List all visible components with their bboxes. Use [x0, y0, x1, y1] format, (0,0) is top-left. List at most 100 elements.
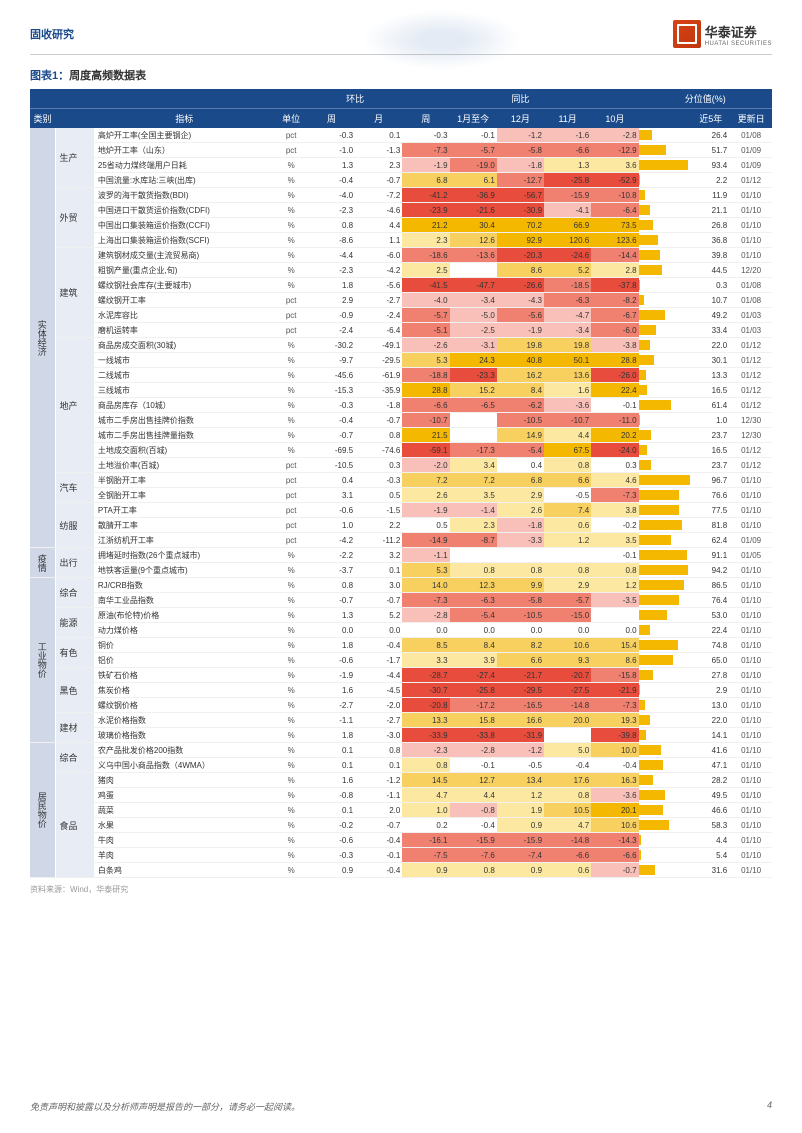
percentile-bar — [639, 788, 692, 803]
value-cell: 1.3 — [308, 158, 355, 173]
value-cell: -1.8 — [355, 398, 402, 413]
percentile-bar — [639, 503, 692, 518]
value-cell: -30.7 — [402, 683, 449, 698]
table-row: 地产商品房成交面积(30城)%-30.2-49.1-2.6-3.119.819.… — [30, 338, 772, 353]
percentile-bar — [639, 398, 692, 413]
value-cell: 92.9 — [497, 233, 544, 248]
value-cell: -0.9 — [308, 308, 355, 323]
value-cell: 21.2 — [402, 218, 449, 233]
update-date: 01/10 — [730, 788, 772, 803]
indicator-cell: 牛肉 — [94, 833, 275, 848]
percentile-bar — [639, 728, 692, 743]
value-cell: -11.0 — [591, 413, 638, 428]
unit-cell: pct — [275, 458, 308, 473]
subcategory-cell: 建筑 — [55, 248, 94, 338]
update-date: 01/03 — [730, 308, 772, 323]
value-cell: 0.8 — [355, 743, 402, 758]
value-cell: -0.1 — [591, 548, 638, 563]
table-row: 全钢胎开工率pct3.10.52.63.52.9-0.5-7.376.601/1… — [30, 488, 772, 503]
subcategory-cell: 黑色 — [55, 668, 94, 713]
subcategory-cell: 出行 — [55, 548, 94, 578]
table-row: 有色铜价%1.8-0.48.58.48.210.615.474.801/10 — [30, 638, 772, 653]
update-date: 01/10 — [730, 578, 772, 593]
subcategory-cell: 纺服 — [55, 503, 94, 548]
footer: 免责声明和披露以及分析师声明是报告的一部分，请务必一起阅读。 4 — [30, 1100, 772, 1113]
value-cell: 2.6 — [402, 488, 449, 503]
value-cell: -25.8 — [544, 173, 591, 188]
value-cell: 8.6 — [591, 653, 638, 668]
value-cell: -26.0 — [591, 368, 638, 383]
indicator-cell: 螺纹钢价格 — [94, 698, 275, 713]
value-cell: -36.9 — [450, 188, 497, 203]
percentile-bar — [639, 563, 692, 578]
table-row: 实体经济生产高炉开工率(全国主要钢企)pct-0.30.1-0.3-0.1-1.… — [30, 128, 772, 143]
update-date: 01/10 — [730, 218, 772, 233]
value-cell: 1.9 — [497, 803, 544, 818]
category-cell: 实体经济 — [30, 128, 55, 548]
percentile-value: 27.8 — [691, 668, 730, 683]
value-cell: -4.4 — [355, 668, 402, 683]
value-cell: -15.9 — [544, 188, 591, 203]
value-cell: -4.3 — [497, 293, 544, 308]
value-cell: -29.5 — [497, 683, 544, 698]
value-cell: 17.6 — [544, 773, 591, 788]
unit-cell: % — [275, 773, 308, 788]
value-cell: 8.4 — [450, 638, 497, 653]
indicator-cell: 蔬菜 — [94, 803, 275, 818]
percentile-bar — [639, 683, 692, 698]
value-cell: 2.8 — [591, 263, 638, 278]
value-cell: -0.5 — [497, 758, 544, 773]
percentile-bar — [639, 593, 692, 608]
value-cell: 0.0 — [308, 623, 355, 638]
unit-cell: % — [275, 383, 308, 398]
percentile-value: 51.7 — [691, 143, 730, 158]
value-cell: -2.7 — [355, 293, 402, 308]
value-cell: -5.1 — [402, 323, 449, 338]
indicator-cell: 地铁客运量(9个重点城市) — [94, 563, 275, 578]
value-cell: 0.0 — [544, 623, 591, 638]
percentile-value: 14.1 — [691, 728, 730, 743]
update-date: 01/10 — [730, 563, 772, 578]
subcategory-cell: 食品 — [55, 773, 94, 878]
value-cell: -23.9 — [402, 203, 449, 218]
unit-cell: pct — [275, 488, 308, 503]
value-cell: -3.1 — [450, 338, 497, 353]
value-cell: -14.4 — [591, 248, 638, 263]
value-cell: -0.7 — [355, 593, 402, 608]
subcategory-cell: 能源 — [55, 608, 94, 638]
indicator-cell: 水果 — [94, 818, 275, 833]
percentile-value: 22.0 — [691, 713, 730, 728]
value-cell: 6.1 — [450, 173, 497, 188]
value-cell: -30.9 — [497, 203, 544, 218]
value-cell: -3.4 — [450, 293, 497, 308]
value-cell: 0.8 — [450, 863, 497, 878]
value-cell: -47.7 — [450, 278, 497, 293]
table-row: 上海出口集装箱运价指数(SCFI)%-8.61.12.312.692.9120.… — [30, 233, 772, 248]
unit-cell: % — [275, 203, 308, 218]
subcategory-cell: 汽车 — [55, 473, 94, 503]
percentile-value: 41.6 — [691, 743, 730, 758]
indicator-cell: 半钢胎开工率 — [94, 473, 275, 488]
value-cell: 12.3 — [450, 578, 497, 593]
value-cell: -20.3 — [497, 248, 544, 263]
unit-cell: % — [275, 758, 308, 773]
value-cell: -15.3 — [308, 383, 355, 398]
value-cell: 20.2 — [591, 428, 638, 443]
unit-cell: % — [275, 668, 308, 683]
value-cell: 0.2 — [402, 818, 449, 833]
value-cell: -0.5 — [544, 488, 591, 503]
percentile-bar — [639, 308, 692, 323]
page-number: 4 — [767, 1100, 772, 1113]
table-row: 散腈开工率pct1.02.20.52.3-1.80.6-0.281.801/10 — [30, 518, 772, 533]
value-cell: -6.7 — [591, 308, 638, 323]
percentile-value: 65.0 — [691, 653, 730, 668]
table-row: 螺纹钢社会库存(主要城市)%1.8-5.6-41.5-47.7-26.6-18.… — [30, 278, 772, 293]
update-date: 01/03 — [730, 323, 772, 338]
indicator-cell: 铁矿石价格 — [94, 668, 275, 683]
value-cell: -52.9 — [591, 173, 638, 188]
table-row: 建材水泥价格指数%-1.1-2.713.315.816.620.019.322.… — [30, 713, 772, 728]
value-cell: 9.9 — [497, 578, 544, 593]
value-cell: -6.6 — [402, 398, 449, 413]
value-cell: -1.2 — [497, 128, 544, 143]
percentile-value: 1.0 — [691, 413, 730, 428]
